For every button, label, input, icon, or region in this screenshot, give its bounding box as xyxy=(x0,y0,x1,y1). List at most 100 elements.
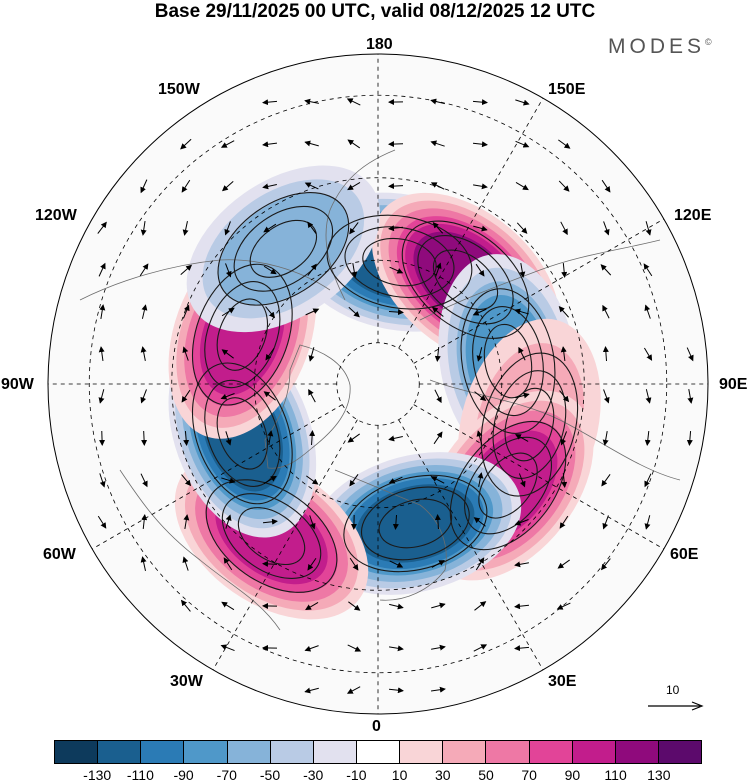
wind-arrow xyxy=(602,515,609,530)
wind-arrow xyxy=(140,179,148,194)
lon-label-30w: 30W xyxy=(170,673,203,690)
wind-arrow xyxy=(347,433,360,443)
wind-arrow xyxy=(557,559,570,569)
wind-arrow xyxy=(140,346,147,361)
wind-arrow xyxy=(182,346,189,361)
wind-arrow xyxy=(225,263,232,278)
reference-vector-arrow xyxy=(648,701,704,711)
colorbar-tick-label: 110 xyxy=(604,767,627,783)
wind-arrow xyxy=(305,308,320,316)
streamline xyxy=(204,281,281,389)
wind-arrow xyxy=(181,474,192,487)
parallel xyxy=(88,94,668,674)
colorbar-swatch xyxy=(400,741,444,763)
streamline xyxy=(216,298,269,371)
wind-arrow xyxy=(225,514,232,529)
wind-arrow xyxy=(514,561,529,568)
lon-label-120w: 120W xyxy=(35,207,77,224)
colorbar-swatch xyxy=(658,741,702,763)
wind-arrow xyxy=(644,304,651,319)
wind-arrow xyxy=(351,263,358,278)
wind-arrow xyxy=(515,181,529,191)
wind-arrow xyxy=(262,560,278,567)
wind-arrow xyxy=(645,389,652,404)
wind-arrow xyxy=(473,517,486,527)
streamline xyxy=(432,249,499,310)
streamline xyxy=(449,420,567,551)
wind-arrow xyxy=(556,602,571,610)
colorbar-swatch xyxy=(184,741,228,763)
streamline xyxy=(237,507,306,566)
wind-arrow xyxy=(432,222,444,234)
colorbar-swatch xyxy=(141,741,185,763)
wind-arrow xyxy=(180,264,193,275)
streamline xyxy=(217,192,350,306)
wind-arrow xyxy=(687,389,694,404)
wind-arrow xyxy=(347,644,362,652)
lon-label-120e: 120E xyxy=(674,207,712,224)
wind-arrow xyxy=(476,347,483,362)
wind-arrow xyxy=(308,347,315,362)
wind-arrow xyxy=(389,645,404,652)
wind-arrow xyxy=(600,264,612,276)
wind-arrow xyxy=(347,181,361,191)
parallel xyxy=(253,259,503,509)
wind-arrow xyxy=(221,477,236,484)
parallel xyxy=(171,177,585,591)
wind-arrow xyxy=(309,430,316,446)
colorbar-swatch xyxy=(227,741,271,763)
wind-arrow xyxy=(97,221,107,234)
streamline xyxy=(504,387,555,462)
wind-arrow xyxy=(181,389,191,403)
wind-arrow xyxy=(223,557,233,571)
wind-arrow xyxy=(304,645,319,652)
wind-arrow xyxy=(435,262,442,277)
wind-arrow xyxy=(515,99,530,106)
colorbar-tick-label: -10 xyxy=(346,767,367,783)
wind-arrow xyxy=(98,389,105,404)
wind-arrow xyxy=(308,388,316,403)
wind-arrow xyxy=(559,515,569,529)
wind-arrow xyxy=(388,476,403,484)
wind-arrow xyxy=(221,307,235,317)
wind-arrow xyxy=(514,519,529,526)
wind-arrow xyxy=(644,515,651,530)
wind-arrow xyxy=(475,557,485,571)
wind-arrow xyxy=(304,687,319,694)
colorbar-swatch xyxy=(486,741,530,763)
wind-arrow xyxy=(559,390,570,403)
wind-arrow xyxy=(472,141,488,148)
wind-arrow xyxy=(515,392,530,399)
wind-arrow xyxy=(430,182,445,190)
meridian xyxy=(413,218,664,364)
colorbar-tick-label: -70 xyxy=(216,767,237,783)
reference-vector-value: 10 xyxy=(666,683,680,697)
wind-arrow xyxy=(140,556,147,571)
wind-arrow xyxy=(348,601,361,611)
colorbar-tick-label: 70 xyxy=(521,767,537,783)
wind-arrow xyxy=(601,558,611,571)
brand-mark: © xyxy=(705,37,712,47)
meridian xyxy=(92,404,343,550)
wind-arrow xyxy=(307,557,317,571)
wind-arrow xyxy=(602,304,610,319)
wind-arrow xyxy=(477,472,484,487)
streamline xyxy=(464,436,552,535)
colorbar-swatch xyxy=(356,741,401,763)
streamline xyxy=(460,288,556,434)
wind-arrow xyxy=(603,389,610,404)
colorbar-ticks: -130 -110 -90 -70 -50 -30 -10 10 30 50 70 90 110 130 xyxy=(0,767,750,783)
colorbar-tick-label: -50 xyxy=(259,767,281,783)
streamlines xyxy=(191,192,579,593)
wind-arrow xyxy=(431,306,444,317)
wind-arrow xyxy=(388,183,404,190)
colorbar-swatch xyxy=(98,741,142,763)
wind-arrow xyxy=(181,179,191,193)
meridian xyxy=(212,419,358,670)
wind-arrow xyxy=(141,430,148,446)
wind-arrow xyxy=(265,306,276,319)
streamline xyxy=(472,306,544,417)
brand-logo: MODES© xyxy=(608,35,712,59)
wind-arrow xyxy=(221,180,234,192)
colorbar-swatch xyxy=(615,741,659,763)
